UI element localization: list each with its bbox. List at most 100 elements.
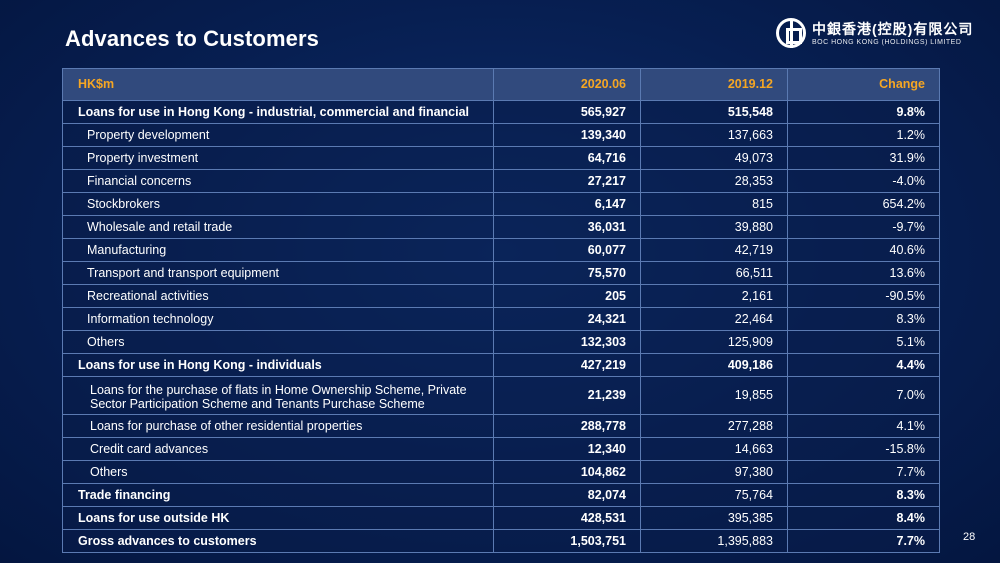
value-2019-12: 125,909 (640, 330, 788, 354)
value-change: 7.7% (787, 529, 940, 553)
value-2020-06: 64,716 (493, 146, 641, 170)
table-row: Loans for purchase of other residential … (62, 414, 940, 438)
row-label: Loans for use in Hong Kong - industrial,… (62, 100, 494, 124)
value-2019-12: 66,511 (640, 261, 788, 285)
value-2020-06: 36,031 (493, 215, 641, 239)
value-change: 7.0% (787, 376, 940, 415)
value-change: -9.7% (787, 215, 940, 239)
row-label: Information technology (62, 307, 494, 331)
value-2019-12: 22,464 (640, 307, 788, 331)
value-change: 5.1% (787, 330, 940, 354)
value-2019-12: 75,764 (640, 483, 788, 507)
value-change: 8.3% (787, 483, 940, 507)
row-label: Wholesale and retail trade (62, 215, 494, 239)
table-row: Gross advances to customers 1,503,751 1,… (62, 529, 940, 553)
table-row: Trade financing 82,074 75,764 8.3% (62, 483, 940, 507)
table-header-row: HK$m 2020.06 2019.12 Change (62, 68, 940, 101)
table-row: Others 104,862 97,380 7.7% (62, 460, 940, 484)
value-2020-06: 132,303 (493, 330, 641, 354)
row-label: Trade financing (62, 483, 494, 507)
row-label: Others (62, 330, 494, 354)
value-2020-06: 21,239 (493, 376, 641, 415)
table-row: Stockbrokers 6,147 815 654.2% (62, 192, 940, 216)
table-row: Manufacturing 60,077 42,719 40.6% (62, 238, 940, 262)
value-2020-06: 82,074 (493, 483, 641, 507)
value-2019-12: 49,073 (640, 146, 788, 170)
value-2020-06: 139,340 (493, 123, 641, 147)
table-row: Credit card advances 12,340 14,663 -15.8… (62, 437, 940, 461)
table-row: Transport and transport equipment 75,570… (62, 261, 940, 285)
row-label: Financial concerns (62, 169, 494, 193)
value-2019-12: 42,719 (640, 238, 788, 262)
value-change: 1.2% (787, 123, 940, 147)
value-2020-06: 60,077 (493, 238, 641, 262)
value-2020-06: 428,531 (493, 506, 641, 530)
table-row: Property investment 64,716 49,073 31.9% (62, 146, 940, 170)
logo-chinese-name: 中銀香港(控股)有限公司 (812, 21, 974, 37)
value-change: 4.1% (787, 414, 940, 438)
value-2020-06: 1,503,751 (493, 529, 641, 553)
value-2019-12: 815 (640, 192, 788, 216)
company-logo: 中銀香港(控股)有限公司 BOC HONG KONG (HOLDINGS) LI… (776, 18, 976, 52)
table-row: Loans for the purchase of flats in Home … (62, 376, 940, 415)
value-2019-12: 97,380 (640, 460, 788, 484)
value-2019-12: 14,663 (640, 437, 788, 461)
row-label: Property investment (62, 146, 494, 170)
row-label: Transport and transport equipment (62, 261, 494, 285)
advances-table: HK$m 2020.06 2019.12 Change Loans for us… (62, 68, 940, 553)
row-label: Loans for purchase of other residential … (62, 414, 494, 438)
row-label: Loans for use outside HK (62, 506, 494, 530)
value-2019-12: 28,353 (640, 169, 788, 193)
value-2020-06: 24,321 (493, 307, 641, 331)
row-label: Loans for use in Hong Kong - individuals (62, 353, 494, 377)
header-2020-06: 2020.06 (493, 68, 641, 101)
value-change: 13.6% (787, 261, 940, 285)
value-2020-06: 12,340 (493, 437, 641, 461)
value-2019-12: 277,288 (640, 414, 788, 438)
table-row: Wholesale and retail trade 36,031 39,880… (62, 215, 940, 239)
value-change: -90.5% (787, 284, 940, 308)
table-row: Others 132,303 125,909 5.1% (62, 330, 940, 354)
value-change: 8.4% (787, 506, 940, 530)
value-change: 40.6% (787, 238, 940, 262)
header-unit: HK$m (62, 68, 494, 101)
value-2019-12: 19,855 (640, 376, 788, 415)
value-2019-12: 2,161 (640, 284, 788, 308)
page-number: 28 (963, 531, 976, 543)
value-change: 9.8% (787, 100, 940, 124)
row-label: Manufacturing (62, 238, 494, 262)
row-label: Others (62, 460, 494, 484)
row-label: Credit card advances (62, 437, 494, 461)
table-row: Information technology 24,321 22,464 8.3… (62, 307, 940, 331)
boc-logo-icon (776, 18, 806, 48)
table-row: Loans for use outside HK 428,531 395,385… (62, 506, 940, 530)
table-row: Loans for use in Hong Kong - industrial,… (62, 100, 940, 124)
header-2019-12: 2019.12 (640, 68, 788, 101)
value-2019-12: 39,880 (640, 215, 788, 239)
value-change: 8.3% (787, 307, 940, 331)
value-2020-06: 104,862 (493, 460, 641, 484)
value-2020-06: 288,778 (493, 414, 641, 438)
value-change: -4.0% (787, 169, 940, 193)
row-label: Recreational activities (62, 284, 494, 308)
logo-english-name: BOC HONG KONG (HOLDINGS) LIMITED (812, 39, 962, 46)
table-row: Loans for use in Hong Kong - individuals… (62, 353, 940, 377)
slide-title: Advances to Customers (65, 26, 319, 51)
row-label: Stockbrokers (62, 192, 494, 216)
table-row: Recreational activities 205 2,161 -90.5% (62, 284, 940, 308)
value-change: -15.8% (787, 437, 940, 461)
value-2019-12: 1,395,883 (640, 529, 788, 553)
value-change: 31.9% (787, 146, 940, 170)
value-2019-12: 395,385 (640, 506, 788, 530)
value-2019-12: 409,186 (640, 353, 788, 377)
row-label: Gross advances to customers (62, 529, 494, 553)
value-2020-06: 565,927 (493, 100, 641, 124)
row-label: Property development (62, 123, 494, 147)
header-change: Change (787, 68, 940, 101)
value-2020-06: 75,570 (493, 261, 641, 285)
table-row: Financial concerns 27,217 28,353 -4.0% (62, 169, 940, 193)
value-change: 4.4% (787, 353, 940, 377)
value-2019-12: 137,663 (640, 123, 788, 147)
value-2020-06: 427,219 (493, 353, 641, 377)
value-change: 7.7% (787, 460, 940, 484)
